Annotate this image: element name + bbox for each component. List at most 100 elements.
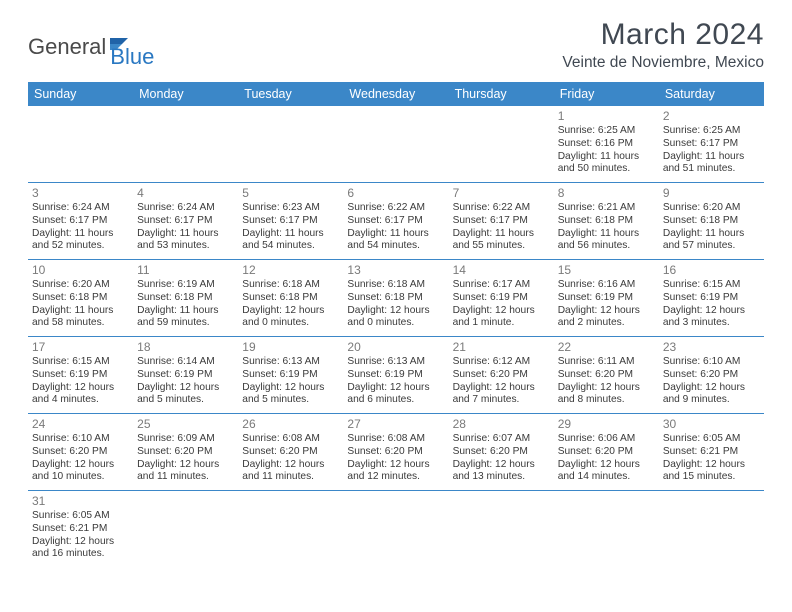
cell-line: and 4 minutes. <box>32 394 129 407</box>
day-number: 4 <box>137 186 234 201</box>
calendar-cell <box>449 491 554 567</box>
day-number: 31 <box>32 494 129 509</box>
cell-line: Sunrise: 6:18 AM <box>242 279 339 292</box>
cell-line: Sunset: 6:20 PM <box>347 446 444 459</box>
cell-line: Sunset: 6:18 PM <box>558 215 655 228</box>
cell-line: Sunrise: 6:20 AM <box>32 279 129 292</box>
cell-line: Sunset: 6:19 PM <box>32 369 129 382</box>
cell-line: Sunset: 6:20 PM <box>663 369 760 382</box>
cell-line: Daylight: 11 hours <box>137 228 234 241</box>
week-row: 10Sunrise: 6:20 AMSunset: 6:18 PMDayligh… <box>28 260 764 337</box>
cell-line: Sunset: 6:20 PM <box>453 369 550 382</box>
cell-line: Sunrise: 6:15 AM <box>32 356 129 369</box>
cell-line: Sunrise: 6:13 AM <box>347 356 444 369</box>
cell-line: Sunrise: 6:08 AM <box>347 433 444 446</box>
day-header: Friday <box>554 82 659 106</box>
cell-line: Daylight: 12 hours <box>347 382 444 395</box>
title-block: March 2024 Veinte de Noviembre, Mexico <box>562 18 764 72</box>
day-number: 19 <box>242 340 339 355</box>
cell-line: Sunset: 6:18 PM <box>347 292 444 305</box>
logo: General Blue <box>28 24 154 70</box>
day-number: 21 <box>453 340 550 355</box>
calendar-cell: 12Sunrise: 6:18 AMSunset: 6:18 PMDayligh… <box>238 260 343 336</box>
calendar-cell: 5Sunrise: 6:23 AMSunset: 6:17 PMDaylight… <box>238 183 343 259</box>
cell-line: Daylight: 11 hours <box>242 228 339 241</box>
day-number: 16 <box>663 263 760 278</box>
cell-line: Sunset: 6:20 PM <box>558 369 655 382</box>
cell-line: Sunset: 6:16 PM <box>558 138 655 151</box>
cell-line: and 7 minutes. <box>453 394 550 407</box>
cell-line: Sunrise: 6:21 AM <box>558 202 655 215</box>
calendar-cell: 20Sunrise: 6:13 AMSunset: 6:19 PMDayligh… <box>343 337 448 413</box>
cell-line: Sunrise: 6:10 AM <box>663 356 760 369</box>
logo-text-general: General <box>28 34 106 60</box>
calendar-cell: 9Sunrise: 6:20 AMSunset: 6:18 PMDaylight… <box>659 183 764 259</box>
cell-line: Sunrise: 6:09 AM <box>137 433 234 446</box>
cell-line: Sunset: 6:19 PM <box>558 292 655 305</box>
cell-line: Sunset: 6:17 PM <box>32 215 129 228</box>
location: Veinte de Noviembre, Mexico <box>562 54 764 72</box>
cell-line: Sunrise: 6:08 AM <box>242 433 339 446</box>
cell-line: Sunset: 6:19 PM <box>663 292 760 305</box>
cell-line: Sunrise: 6:05 AM <box>32 510 129 523</box>
calendar-cell: 6Sunrise: 6:22 AMSunset: 6:17 PMDaylight… <box>343 183 448 259</box>
cell-line: Sunrise: 6:22 AM <box>453 202 550 215</box>
calendar-cell: 30Sunrise: 6:05 AMSunset: 6:21 PMDayligh… <box>659 414 764 490</box>
day-number: 28 <box>453 417 550 432</box>
month-title: March 2024 <box>562 18 764 52</box>
calendar-cell: 2Sunrise: 6:25 AMSunset: 6:17 PMDaylight… <box>659 106 764 182</box>
cell-line: Daylight: 12 hours <box>347 305 444 318</box>
cell-line: Sunset: 6:18 PM <box>663 215 760 228</box>
cell-line: Sunset: 6:20 PM <box>32 446 129 459</box>
calendar-cell: 22Sunrise: 6:11 AMSunset: 6:20 PMDayligh… <box>554 337 659 413</box>
cell-line: and 53 minutes. <box>137 240 234 253</box>
day-number: 9 <box>663 186 760 201</box>
cell-line: Sunset: 6:19 PM <box>453 292 550 305</box>
cell-line: Sunset: 6:18 PM <box>242 292 339 305</box>
cell-line: Sunrise: 6:22 AM <box>347 202 444 215</box>
day-number: 12 <box>242 263 339 278</box>
cell-line: and 6 minutes. <box>347 394 444 407</box>
calendar-cell: 4Sunrise: 6:24 AMSunset: 6:17 PMDaylight… <box>133 183 238 259</box>
cell-line: Daylight: 11 hours <box>558 151 655 164</box>
cell-line: and 9 minutes. <box>663 394 760 407</box>
cell-line: Daylight: 12 hours <box>558 305 655 318</box>
calendar-cell <box>28 106 133 182</box>
calendar-cell: 7Sunrise: 6:22 AMSunset: 6:17 PMDaylight… <box>449 183 554 259</box>
cell-line: Sunrise: 6:18 AM <box>347 279 444 292</box>
calendar-cell <box>659 491 764 567</box>
day-number: 14 <box>453 263 550 278</box>
cell-line: and 58 minutes. <box>32 317 129 330</box>
cell-line: Sunrise: 6:15 AM <box>663 279 760 292</box>
day-number: 1 <box>558 109 655 124</box>
day-number: 13 <box>347 263 444 278</box>
cell-line: Sunset: 6:20 PM <box>558 446 655 459</box>
cell-line: and 57 minutes. <box>663 240 760 253</box>
day-number: 20 <box>347 340 444 355</box>
cell-line: and 3 minutes. <box>663 317 760 330</box>
cell-line: and 2 minutes. <box>558 317 655 330</box>
day-number: 25 <box>137 417 234 432</box>
cell-line: and 5 minutes. <box>137 394 234 407</box>
cell-line: and 50 minutes. <box>558 163 655 176</box>
cell-line: Sunrise: 6:17 AM <box>453 279 550 292</box>
cell-line: Daylight: 12 hours <box>242 305 339 318</box>
cell-line: Sunset: 6:17 PM <box>663 138 760 151</box>
cell-line: and 15 minutes. <box>663 471 760 484</box>
cell-line: Sunrise: 6:24 AM <box>32 202 129 215</box>
calendar-cell <box>133 491 238 567</box>
day-number: 8 <box>558 186 655 201</box>
cell-line: and 54 minutes. <box>347 240 444 253</box>
calendar-cell <box>238 106 343 182</box>
day-number: 24 <box>32 417 129 432</box>
weeks-container: 1Sunrise: 6:25 AMSunset: 6:16 PMDaylight… <box>28 106 764 567</box>
cell-line: and 54 minutes. <box>242 240 339 253</box>
cell-line: and 1 minute. <box>453 317 550 330</box>
calendar-cell: 26Sunrise: 6:08 AMSunset: 6:20 PMDayligh… <box>238 414 343 490</box>
cell-line: Daylight: 12 hours <box>32 459 129 472</box>
header: General Blue March 2024 Veinte de Noviem… <box>28 18 764 72</box>
cell-line: Daylight: 12 hours <box>663 382 760 395</box>
cell-line: and 52 minutes. <box>32 240 129 253</box>
cell-line: Sunset: 6:18 PM <box>32 292 129 305</box>
calendar: SundayMondayTuesdayWednesdayThursdayFrid… <box>28 82 764 567</box>
